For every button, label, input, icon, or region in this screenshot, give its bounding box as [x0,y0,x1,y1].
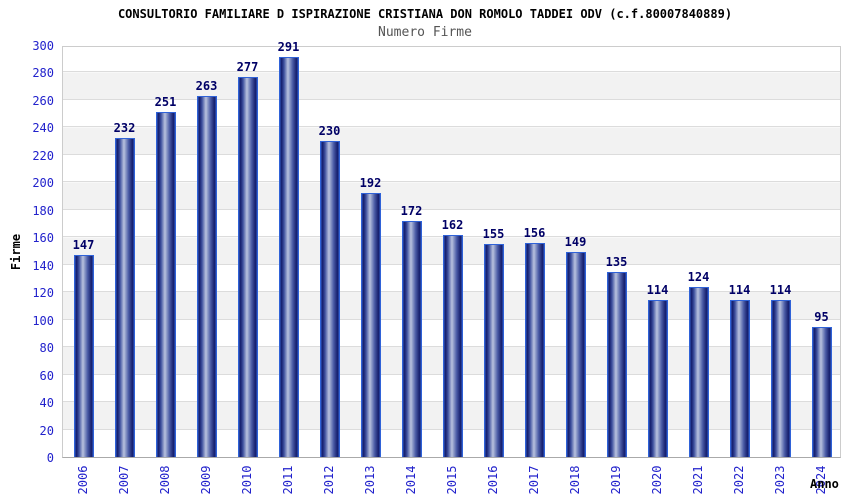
x-tick-label: 2023 [772,465,787,495]
bar-value-label: 263 [195,78,218,93]
x-tick-label: 2021 [690,465,705,495]
bar-value-label: 291 [277,40,300,55]
x-tick-label: 2009 [198,465,213,495]
bar-value-label: 147 [72,238,95,253]
y-tick-label: 260 [32,93,54,108]
bar [73,255,94,457]
x-tick-label: 2018 [567,465,582,495]
bar [483,244,504,457]
gridline [63,98,840,100]
bar [237,76,258,457]
bar [729,300,750,457]
gridline [63,71,840,73]
gridline [63,208,840,210]
bar [319,141,340,457]
y-tick-label: 280 [32,66,54,81]
y-tick-label: 120 [32,286,54,301]
gridline [63,153,840,155]
bar-value-label: 155 [482,227,505,242]
chart-title: CONSULTORIO FAMILIARE D ISPIRAZIONE CRIS… [117,7,733,21]
y-tick-label: 240 [32,121,54,136]
bar-value-label: 230 [318,124,341,139]
bar [688,286,709,457]
x-tick-label: 2006 [75,465,90,495]
x-tick-label: 2016 [485,465,500,495]
bar-value-label: 172 [400,203,423,218]
gridline [63,126,840,128]
y-tick-label: 220 [32,148,54,163]
bar [114,138,135,457]
x-tick-label: 2015 [444,465,459,495]
x-tick-label: 2020 [649,465,664,495]
bar [196,95,217,457]
y-tick-label: 200 [32,176,54,191]
x-tick-label: 2007 [116,465,131,495]
x-tick-label: 2011 [280,465,295,495]
x-tick-label: 2013 [362,465,377,495]
x-axis-label: Anno [810,477,839,491]
x-tick-label: 2010 [239,465,254,495]
bar-value-label: 232 [113,121,136,136]
bar-value-label: 114 [769,283,792,298]
x-tick-label: 2008 [157,465,172,495]
bar [155,112,176,457]
bar-value-label: 114 [728,283,751,298]
y-tick-label: 180 [32,203,54,218]
x-tick-label: 2014 [403,465,418,495]
bar [524,242,545,457]
y-tick-label: 20 [39,423,54,438]
bar-value-label: 162 [441,217,464,232]
bar [606,271,627,457]
y-tick-label: 0 [46,451,54,465]
x-tick-label: 2022 [731,465,746,495]
y-tick-label: 40 [39,396,54,411]
x-tick-label: 2017 [526,465,541,495]
y-tick-label: 100 [32,313,54,328]
y-tick-label: 140 [32,258,54,273]
bar-value-label: 277 [236,59,259,74]
y-tick-label: 60 [39,368,54,383]
plot-area: 147 232 251 263 277 291 230 192 172 162 155 156 149 1… [62,40,841,458]
y-tick-label: 80 [39,341,54,356]
bar [442,234,463,457]
chart-subtitle: Numero Firme [378,25,472,40]
bar [647,300,668,457]
bar [401,220,422,457]
bar [360,193,381,457]
bar-value-label: 124 [687,269,710,284]
bar-value-label: 192 [359,176,382,191]
bar-value-label: 95 [814,309,829,324]
bar [770,300,791,457]
bar-value-label: 114 [646,283,669,298]
x-tick-label: 2019 [608,465,623,495]
bar [811,326,832,457]
y-tick-label: 160 [32,231,54,246]
gridline [63,181,840,183]
bar [278,57,299,457]
bar-value-label: 251 [154,95,177,110]
x-tick-label: 2012 [321,465,336,495]
y-tick-label: 300 [32,39,54,53]
bar-value-label: 135 [605,254,628,269]
bar-value-label: 156 [523,225,546,240]
bar-value-label: 149 [564,235,587,250]
bar [565,252,586,457]
